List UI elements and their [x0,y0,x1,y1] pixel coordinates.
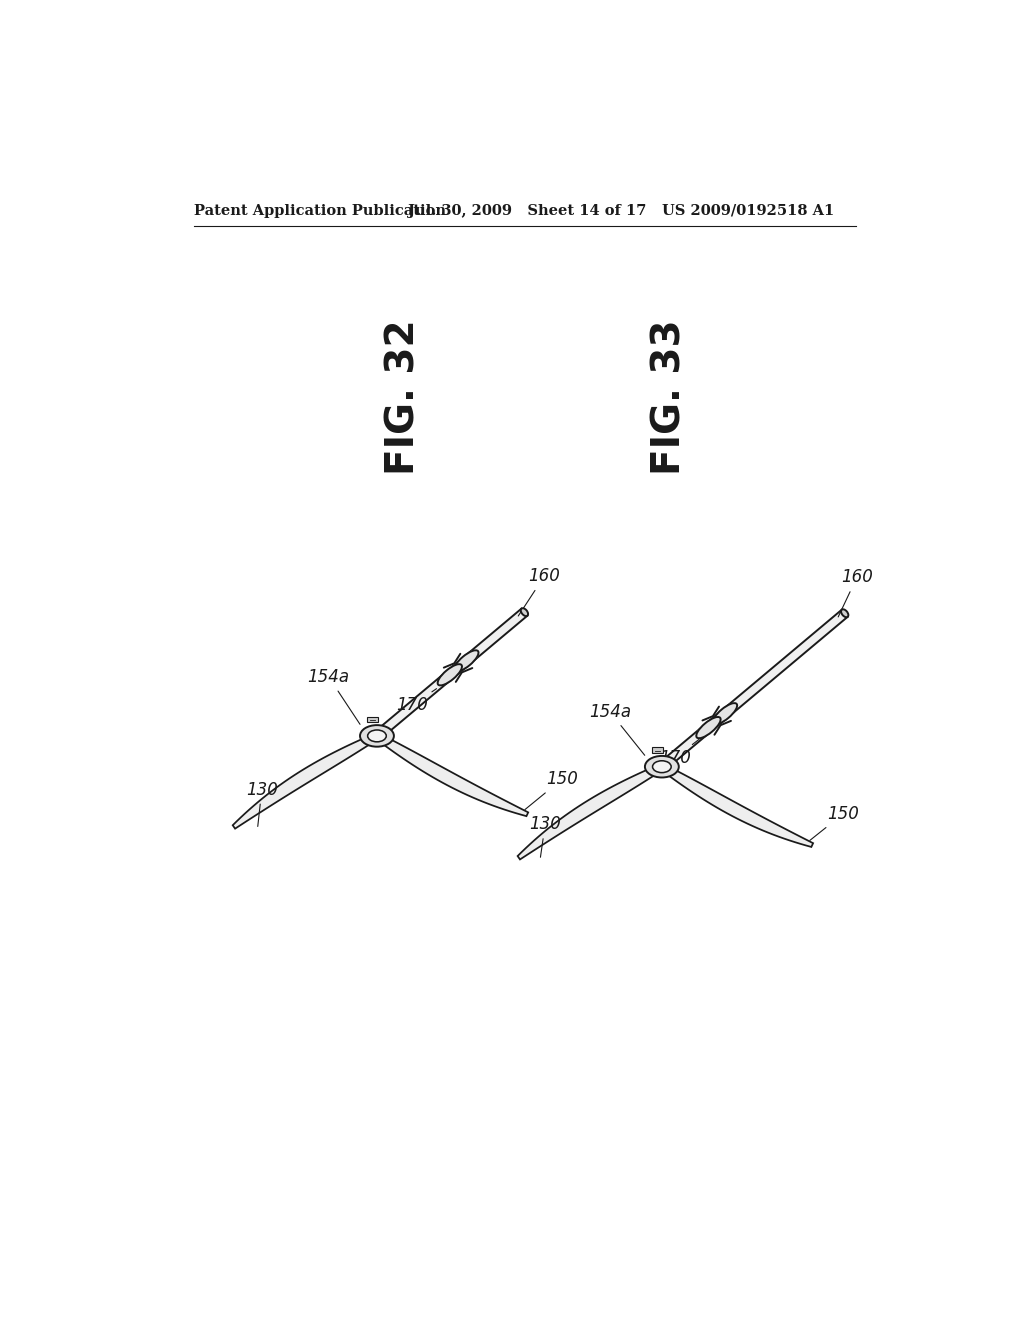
Text: 154a: 154a [307,668,360,725]
Polygon shape [232,734,379,829]
Polygon shape [374,609,527,739]
Polygon shape [376,733,528,816]
FancyBboxPatch shape [652,747,663,752]
Polygon shape [438,651,477,685]
Text: 160: 160 [518,568,560,616]
Polygon shape [697,704,736,738]
Ellipse shape [652,760,671,772]
Ellipse shape [360,725,394,747]
Text: FIG. 33: FIG. 33 [650,319,688,475]
Polygon shape [517,764,664,859]
Ellipse shape [713,704,737,725]
Text: 170: 170 [659,739,699,767]
Polygon shape [660,764,813,847]
Text: 130: 130 [529,816,561,857]
Polygon shape [658,610,848,771]
Ellipse shape [841,610,848,618]
Text: FIG. 32: FIG. 32 [385,319,423,475]
Text: 150: 150 [525,771,578,809]
Text: 170: 170 [396,689,436,714]
Text: US 2009/0192518 A1: US 2009/0192518 A1 [662,203,835,218]
Ellipse shape [437,664,462,685]
Ellipse shape [521,609,528,616]
Ellipse shape [454,651,478,672]
Text: 150: 150 [810,805,859,841]
Text: 160: 160 [839,569,872,616]
FancyBboxPatch shape [367,717,378,722]
Ellipse shape [368,730,386,742]
Text: 130: 130 [246,780,278,826]
Text: Jul. 30, 2009   Sheet 14 of 17: Jul. 30, 2009 Sheet 14 of 17 [408,203,646,218]
Text: Patent Application Publication: Patent Application Publication [194,203,445,218]
Text: 154a: 154a [589,702,645,755]
Ellipse shape [696,717,721,738]
Ellipse shape [645,756,679,777]
